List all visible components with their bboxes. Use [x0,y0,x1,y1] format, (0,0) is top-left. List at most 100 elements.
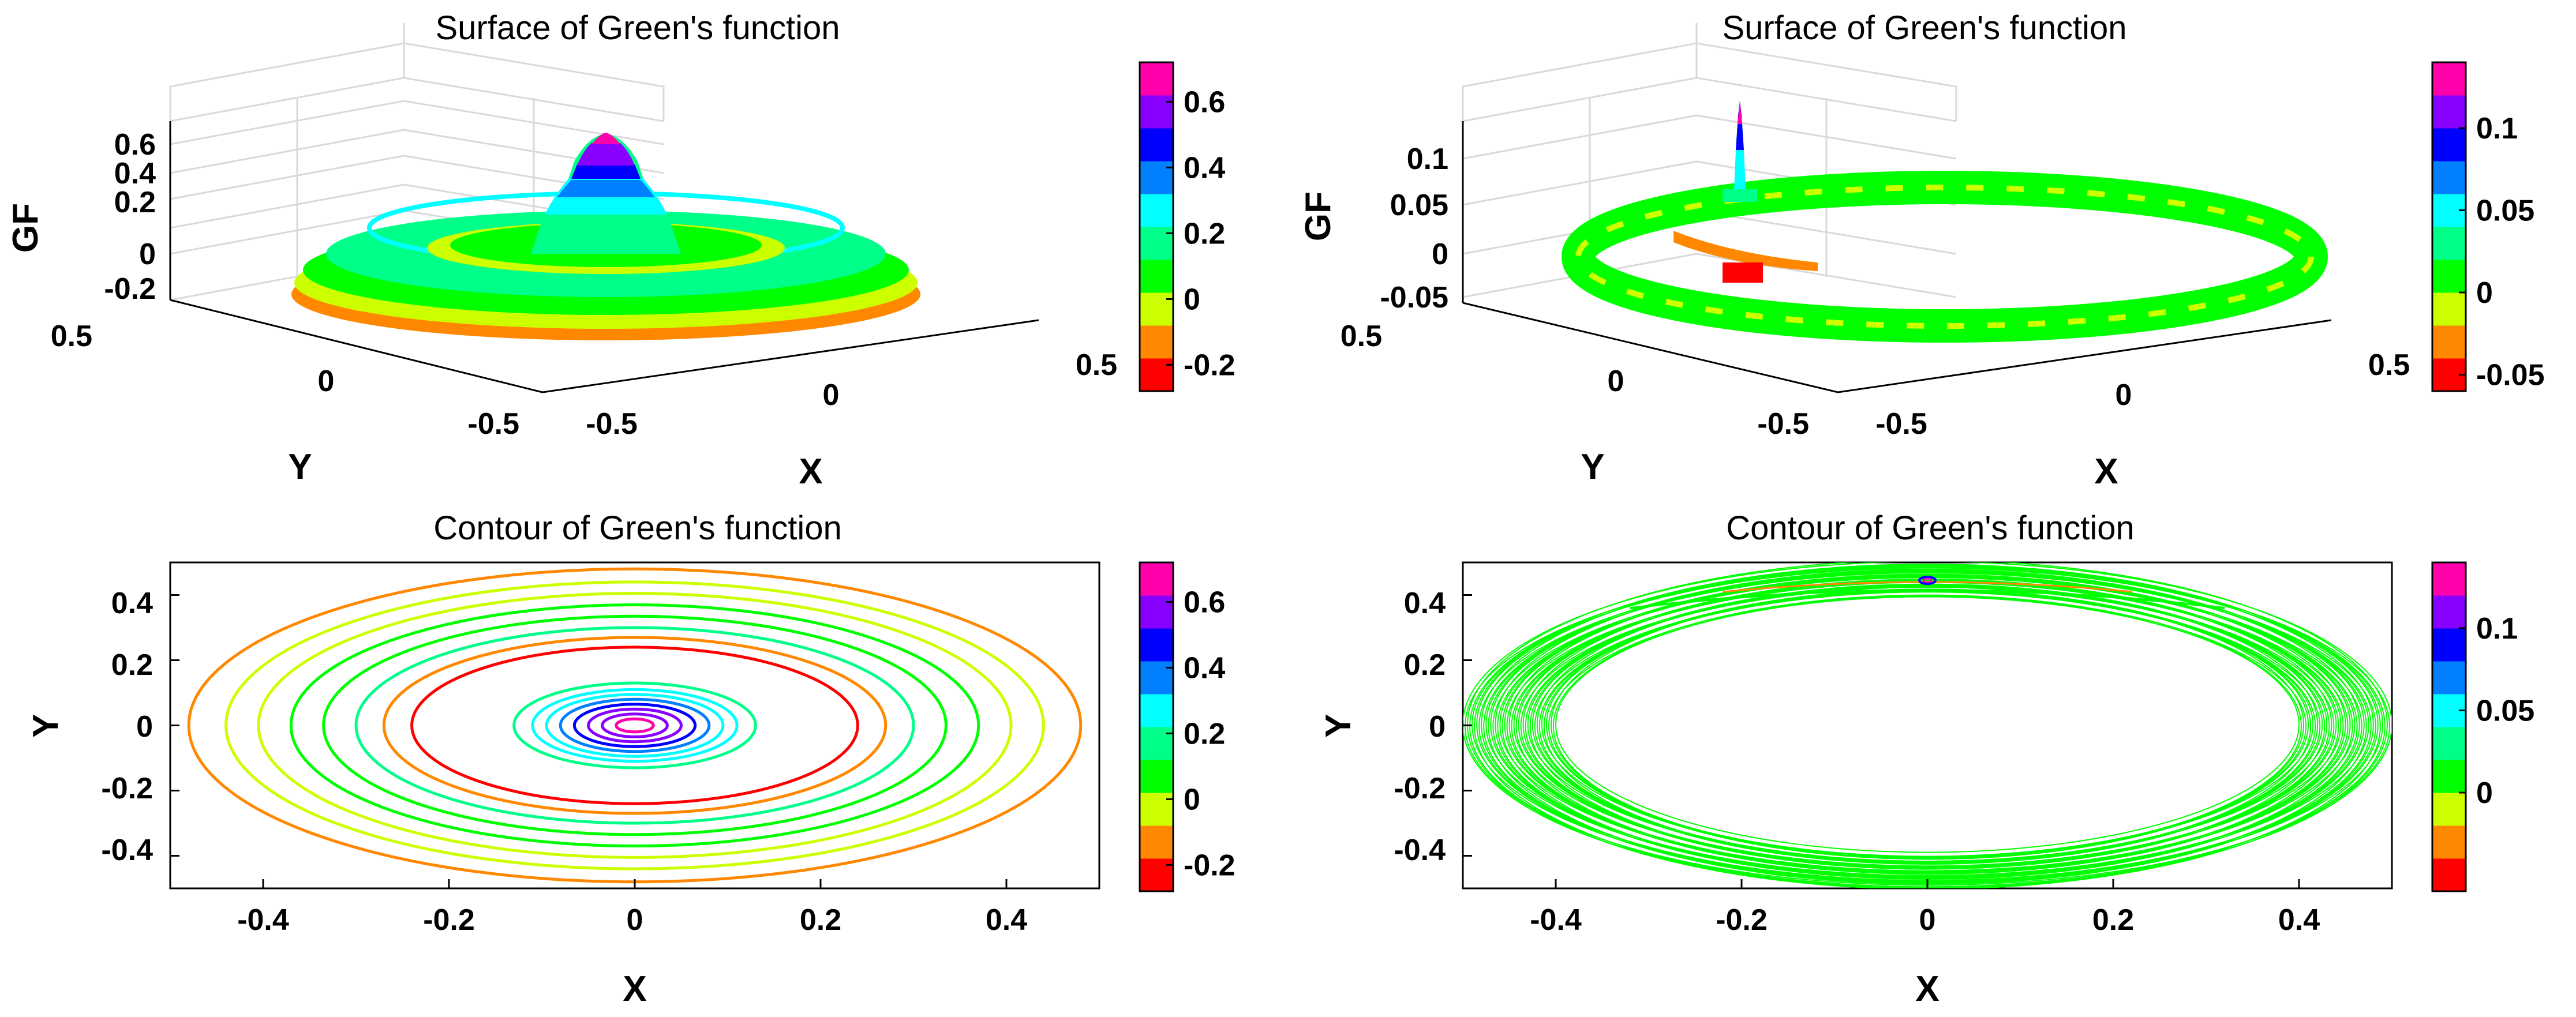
colorbar-tick-label: 0.2 [1184,217,1225,250]
colorbar-segment [2432,793,2466,826]
contour-line [1630,589,2225,610]
panel-2-xtick: 0 [2116,378,2132,412]
contour-line [1555,596,2300,853]
panel-1-xtick: 0.5 [1076,348,1117,382]
colorbar-tick-label: 0 [1184,783,1200,816]
colorbar-segment [1140,325,1173,359]
surface-1-peak-blue [571,164,641,179]
panel-1-yticks: 0.5 0 -0.5 [51,320,519,441]
panel-1-ytick: 0.5 [51,320,92,353]
colorbar-tick-label: 0.05 [2476,695,2534,728]
surface-1-peak-azure [557,180,655,197]
panel-1-box [169,23,1039,393]
contour-line [1520,586,2335,867]
colorbar-segment [2432,227,2466,260]
colorbar-segment [2432,595,2466,629]
panel-1-ylabel: Y [288,447,312,487]
colorbar-tick-label: 0.05 [2476,194,2534,228]
colorbar-tick-label: 0.1 [2476,112,2518,145]
panel-2-ytick: 0.5 [1341,320,1382,353]
contour-line [354,626,915,825]
surface-2-spike-base [1723,189,1757,202]
panel-3-ytick: 0 [136,710,153,744]
panel-1-ytick: -0.5 [467,407,519,441]
panel-2-ztick: 0 [1432,238,1448,271]
panel-2-colorbar: 0.1 0.05 0 -0.05 [2431,61,2545,392]
contour-line [1918,576,1937,586]
panel-4-ytick: -0.4 [1394,834,1446,867]
colorbar-tick-label: 0.4 [1184,651,1225,685]
panel-4-title: Contour of Green's function [1726,509,2134,547]
panel-2-xtick: -0.5 [1875,407,1927,441]
surface-2-dip-orange [1673,231,1818,271]
surface-2-dip-red [1723,262,1763,283]
colorbar-segment [1140,858,1173,892]
panel-3-ytick: -0.4 [101,834,153,867]
contour-line [382,636,888,815]
contour-line [322,614,948,836]
colorbar-segment [1140,694,1173,727]
contour-line [1511,580,2344,873]
contour-line [257,592,1013,859]
panel-4-yticks: 0.4 0.2 0 -0.2 -0.4 [1394,587,1446,867]
panel-4-colorbar: 0.1 0.05 0 [2431,561,2534,892]
panel-4-ytick: -0.2 [1394,772,1446,805]
panel-4-xtick: -0.4 [1530,903,1582,937]
contour-line [1502,573,2353,879]
panel-4-ytick: 0.2 [1404,648,1446,682]
colorbar-segment [2432,62,2466,96]
panel-3-xlabel: X [623,969,646,1009]
contour-line [601,712,669,738]
contour-line [545,693,725,758]
colorbar-frame [1139,561,1174,892]
contour-line [1485,572,2369,877]
panel-4-xlabel: X [1915,969,1939,1009]
panel-2-surface [1562,101,2328,343]
panel-3-xtick: 0.4 [986,903,1027,937]
surface-2-spike-blue [1736,101,1744,150]
panel-2-yticks: 0.5 0 -0.5 [1341,320,1809,441]
panel-2-ztick: -0.05 [1380,281,1448,314]
panel-1-zlabel: GF [6,203,46,253]
contour-line [615,717,655,734]
panel-4-ytick: 0 [1429,710,1446,744]
panel-1-ztick: -0.2 [104,272,156,306]
contour-line [1534,591,2321,862]
contour-line [1495,569,2360,880]
contour-line [1527,586,2328,863]
panel-surface-2: Surface of Green's function GF [1298,9,2545,491]
panel-3-ytick: 0.4 [111,587,153,620]
contour-line [1490,571,2365,879]
panel-1-surface [291,133,920,340]
contour-line [587,707,683,744]
panel-1-xtick: -0.5 [586,407,638,441]
panel-2-xlabel: X [2094,452,2118,491]
colorbar-segment [1140,194,1173,227]
panel-1-title: Surface of Green's function [435,9,840,47]
contour-line [1541,591,2314,858]
colorbar-segment [2432,325,2466,359]
colorbar-segment [2432,95,2466,129]
contour-line [1922,577,1933,583]
panel-4-xtick: -0.2 [1716,903,1768,937]
panel-3-xtick: 0.2 [800,903,841,937]
surface-2-spike-top [1738,101,1742,124]
colorbar-segment [1140,562,1173,596]
colorbar-segment [1140,760,1173,793]
colorbar-segment [2432,628,2466,662]
panel-1-ztick: 0 [139,238,156,271]
contour-line [410,646,859,805]
contour-line [559,697,711,753]
colorbar-segment [1140,292,1173,326]
colorbar-tick-label: 0 [1184,283,1200,316]
panel-contour-2: Contour of Green's function 0.4 0.2 0 -0… [1319,509,2534,1009]
colorbar-segment [2432,858,2466,892]
contour-line [1497,575,2358,878]
panel-1-ytick: 0 [318,365,335,398]
colorbar-tick-label: 0 [2476,776,2493,810]
colorbar-segment [2432,760,2466,793]
panel-4-xticks: -0.4 -0.2 0 0.2 0.4 [1530,903,2320,937]
contour-line [1508,574,2346,875]
contour-line [572,703,697,748]
